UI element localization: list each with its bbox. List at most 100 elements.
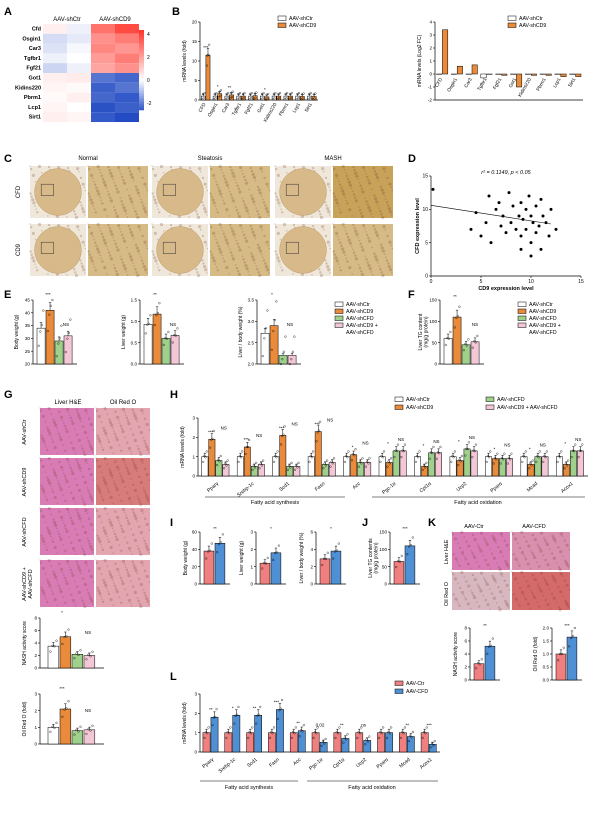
tissue-nucleus	[360, 212, 363, 215]
tissue-nucleus	[365, 231, 367, 233]
color-scale-step	[139, 86, 144, 89]
tissue-nucleus	[86, 462, 88, 464]
bar	[83, 655, 96, 669]
tissue-nucleus	[467, 584, 471, 588]
data-point	[467, 441, 470, 444]
tissue-nucleus	[130, 200, 134, 204]
bar	[516, 73, 523, 88]
zoom-box	[162, 241, 176, 254]
tissue-nucleus	[127, 446, 132, 451]
data-point	[509, 458, 512, 461]
y-tick-label: 10	[422, 207, 428, 213]
tissue-nucleus	[83, 582, 87, 587]
significance-mark: ***	[45, 292, 51, 297]
heatmap-cell	[43, 63, 67, 73]
legend-label: AAV-shCD9	[289, 23, 316, 29]
tissue-nucleus	[110, 174, 114, 178]
tissue-nucleus	[346, 177, 350, 181]
data-point	[429, 746, 432, 749]
tissue-nucleus	[69, 416, 72, 420]
tissue-nucleus	[97, 486, 101, 491]
x-tick-label: CFD	[198, 102, 208, 114]
tissue-nucleus	[71, 446, 76, 451]
bar	[259, 562, 271, 585]
tissue-nucleus	[136, 215, 140, 220]
data-point	[281, 358, 284, 361]
tissue-nucleus	[248, 274, 251, 276]
tissue-nucleus	[523, 576, 525, 578]
tissue-nucleus	[131, 508, 134, 512]
tissue-nucleus	[337, 235, 339, 238]
tissue-nucleus	[260, 195, 263, 197]
panel-label: G	[4, 389, 13, 401]
data-point	[216, 463, 219, 467]
tissue-nucleus	[82, 425, 85, 428]
tissue-nucleus	[501, 575, 504, 577]
x-tick-label: 15	[578, 279, 584, 285]
data-point	[324, 464, 327, 467]
tissue-nucleus	[529, 607, 532, 610]
tissue-nucleus	[58, 485, 62, 488]
tissue-nucleus	[32, 201, 36, 205]
tissue-nucleus	[51, 490, 55, 494]
tissue-nucleus	[244, 206, 248, 210]
bar	[268, 732, 276, 753]
tissue-nucleus	[116, 415, 120, 419]
tissue-nucleus	[94, 211, 98, 214]
tissue-nucleus	[113, 530, 115, 532]
tissue-nucleus	[358, 209, 362, 212]
tissue-nucleus	[229, 165, 232, 169]
bar	[473, 663, 485, 681]
significance-mark: **	[453, 294, 457, 299]
tissue-nucleus	[224, 238, 228, 242]
tissue-nucleus	[81, 497, 84, 501]
tissue-nucleus	[123, 239, 127, 243]
tissue-nucleus	[87, 467, 91, 471]
tissue-nucleus	[126, 519, 130, 522]
tissue-nucleus	[243, 261, 246, 264]
data-point	[224, 462, 227, 465]
data-point	[571, 449, 574, 452]
tissue-nucleus	[113, 181, 116, 184]
tissue-nucleus	[53, 445, 57, 450]
data-point	[571, 635, 575, 638]
data-point	[321, 740, 325, 743]
tissue-nucleus	[118, 574, 121, 576]
tissue-nucleus	[124, 536, 126, 538]
color-scale-step	[139, 40, 144, 43]
data-point	[417, 456, 420, 459]
tissue-core	[34, 168, 82, 216]
tissue-nucleus	[219, 250, 223, 254]
legend-swatch	[517, 308, 527, 314]
tissue-bg	[40, 560, 94, 607]
data-point	[238, 455, 241, 458]
significance-mark: NS	[292, 421, 298, 426]
data-point	[227, 732, 231, 735]
tissue-nucleus	[88, 225, 91, 229]
tissue-nucleus	[218, 189, 222, 193]
tissue-nucleus	[101, 598, 103, 600]
tissue-nucleus	[215, 208, 218, 210]
significance-mark: *	[387, 441, 389, 446]
heatmap-cell	[115, 53, 139, 64]
tissue-nucleus	[255, 265, 257, 267]
tissue-nucleus	[95, 561, 99, 565]
tissue-nucleus	[285, 171, 288, 174]
tissue-nucleus	[362, 165, 366, 170]
y-axis-title: Oil Red O (fold)	[22, 701, 28, 736]
tissue-nucleus	[95, 559, 97, 561]
tissue-nucleus	[52, 470, 57, 475]
bar	[47, 727, 60, 745]
data-point	[462, 349, 465, 352]
oil-red-o-image	[451, 570, 511, 612]
data-point	[230, 95, 234, 99]
tissue-nucleus	[116, 515, 120, 520]
tissue-nucleus	[136, 420, 138, 422]
tissue-nucleus	[66, 216, 68, 218]
tissue-nucleus	[121, 581, 125, 586]
data-point	[360, 462, 363, 465]
data-point	[421, 736, 424, 739]
tissue-nucleus	[99, 171, 102, 174]
data-point	[406, 553, 409, 556]
tissue-nucleus	[538, 547, 542, 550]
